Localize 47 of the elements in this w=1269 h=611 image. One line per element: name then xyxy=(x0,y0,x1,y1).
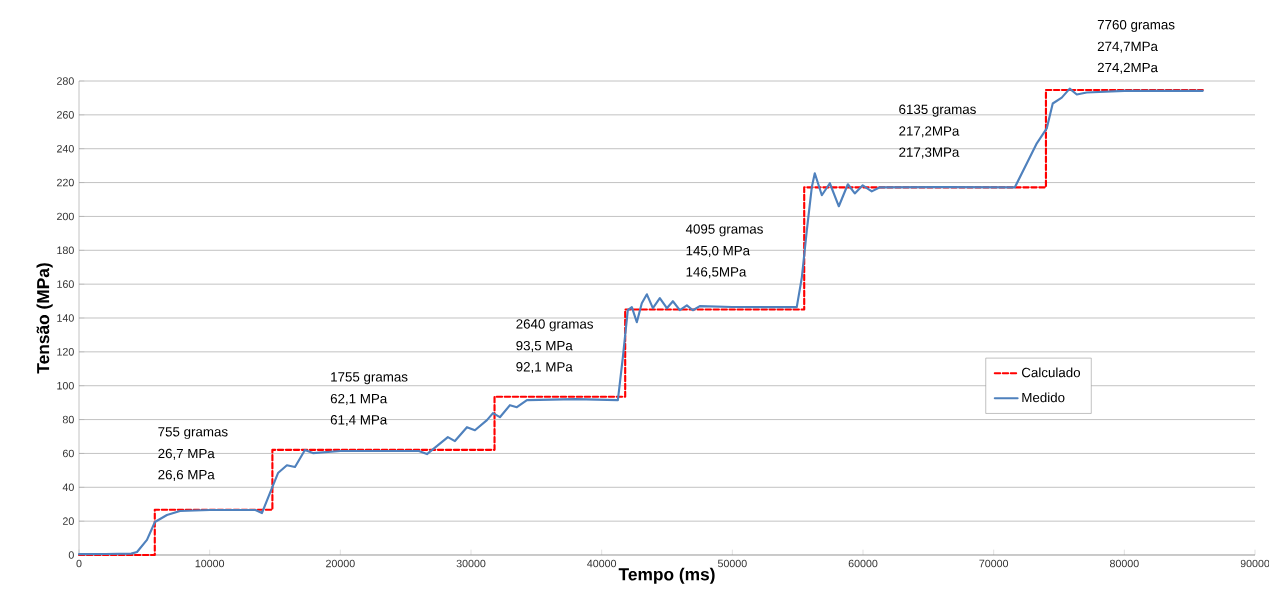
legend-label: Medido xyxy=(1022,392,1065,403)
y-tick-label: 260 xyxy=(57,111,74,119)
y-tick-label: 160 xyxy=(57,280,74,288)
x-axis-title: Tempo (ms) xyxy=(618,567,715,584)
y-tick-label: 0 xyxy=(68,551,74,559)
y-tick-label: 40 xyxy=(62,483,74,492)
y-tick-label: 200 xyxy=(57,212,74,221)
x-tick-label: 90000 xyxy=(1240,559,1269,568)
annotation: 217,2MPa xyxy=(899,126,960,138)
y-tick-label: 60 xyxy=(62,449,74,458)
annotation: 61,4 MPa xyxy=(330,415,388,427)
x-tick-label: 80000 xyxy=(1109,559,1139,568)
x-tick-label: 30000 xyxy=(456,559,486,568)
annotation: 2640 gramas xyxy=(516,319,594,332)
text: 274,7MPa xyxy=(1097,41,1158,53)
x-tick-label: 20000 xyxy=(326,559,355,568)
x-tick-label: 60000 xyxy=(848,559,878,568)
annotation: 217,3MPa xyxy=(899,147,960,159)
annotation: 26,6 MPa xyxy=(158,469,215,481)
y-tick-label: 280 xyxy=(57,77,74,85)
text: 7760 gramas xyxy=(1097,19,1175,33)
y-tick-label: 220 xyxy=(57,178,74,187)
y-tick-label: 180 xyxy=(57,246,74,255)
x-tick-label: 70000 xyxy=(979,559,1009,568)
y-tick-label: 20 xyxy=(62,517,74,525)
y-axis-title: Tensão (MPa) xyxy=(36,263,53,374)
annotation: 146,5MPa xyxy=(686,267,747,279)
annotation: 92,1 MPa xyxy=(516,362,573,374)
annotation: 755 gramas xyxy=(158,427,228,440)
y-tick-label: 120 xyxy=(57,348,74,356)
y-tick-label: 240 xyxy=(57,144,74,153)
x-tick-label: 40000 xyxy=(587,559,617,568)
y-tick-label: 100 xyxy=(57,381,74,390)
annotation: 6135 gramas xyxy=(899,104,976,117)
annotation: 4095 gramas xyxy=(685,224,763,237)
x-tick-label: 10000 xyxy=(195,559,225,568)
x-tick-label: 0 xyxy=(76,559,82,568)
y-tick-label: 80 xyxy=(62,415,74,424)
annotation: 145,0 MPa xyxy=(686,245,751,257)
y-tick-label: 140 xyxy=(57,314,74,322)
text: 274,2MPa xyxy=(1097,62,1158,74)
legend-label: Calculado xyxy=(1021,367,1081,378)
annotation: 26,7 MPa xyxy=(158,448,215,460)
x-tick-label: 50000 xyxy=(717,559,747,568)
annotation: 93,5 MPa xyxy=(516,340,573,352)
annotation: 62,1 MPa xyxy=(330,393,388,405)
annotation: 1755 gramas xyxy=(331,372,408,385)
